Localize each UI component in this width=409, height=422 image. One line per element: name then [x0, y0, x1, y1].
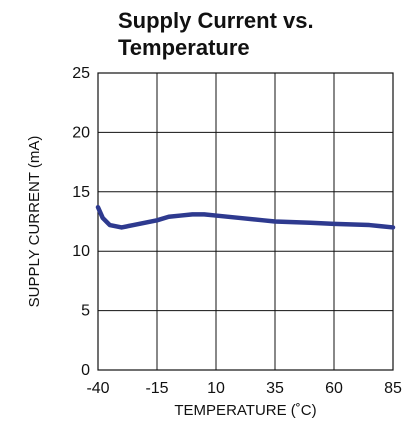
x-axis-ticks: -40 -15 10 35 60 85	[86, 380, 402, 397]
y-tick-label: 0	[81, 362, 90, 379]
x-tick-label: 10	[207, 380, 225, 397]
series	[95, 204, 396, 230]
x-tick-label: 85	[384, 380, 402, 397]
x-tick-label: -15	[145, 380, 168, 397]
y-tick-label: 15	[72, 184, 90, 201]
chart-title-line-1: Supply Current vs.	[118, 8, 314, 33]
y-axis-ticks: 0 5 10 15 20 25	[72, 65, 90, 379]
chart-title-line-2: Temperature	[118, 35, 250, 60]
y-tick-label: 20	[72, 124, 90, 141]
y-tick-label: 25	[72, 65, 90, 82]
series-line-0	[95, 204, 396, 230]
x-tick-label: -40	[86, 380, 109, 397]
y-tick-label: 10	[72, 243, 90, 260]
y-tick-label: 5	[81, 303, 90, 320]
plot-frame	[97, 72, 394, 371]
chart-title: Supply Current vs. Temperature	[118, 8, 314, 60]
x-tick-label: 35	[266, 380, 284, 397]
y-axis-label: SUPPLY CURRENT (mA)	[26, 136, 43, 308]
x-axis-label: TEMPERATURE (˚C)	[174, 402, 316, 419]
x-tick-label: 60	[325, 380, 343, 397]
